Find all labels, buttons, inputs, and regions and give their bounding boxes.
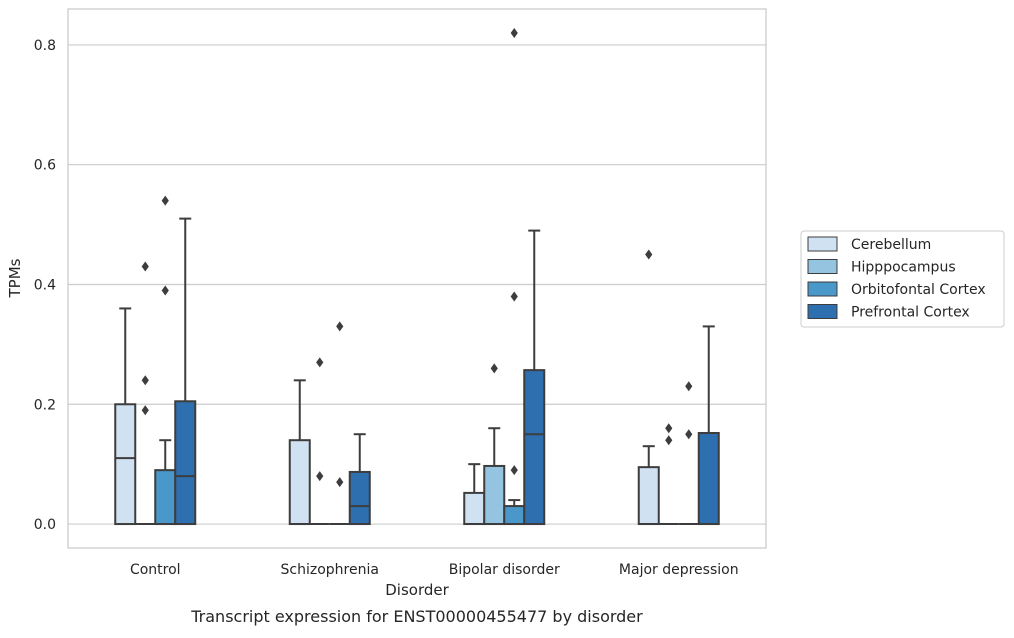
box-group	[329, 321, 350, 526]
legend-swatch	[807, 259, 838, 274]
legend-swatch	[807, 281, 838, 297]
y-tick-labels: 0.0 0.2 0.4 0.6 0.8	[34, 38, 56, 533]
box-group	[483, 363, 506, 526]
box	[637, 466, 660, 526]
outlier-point	[316, 471, 324, 482]
box-layer	[114, 27, 720, 526]
legend-label: Cerebellum	[851, 237, 931, 253]
box-group	[637, 249, 660, 526]
outlier-point	[685, 381, 693, 392]
x-tick-label: Bipolar disorder	[449, 562, 560, 578]
x-axis-label: Disorder	[385, 581, 449, 599]
box	[114, 403, 137, 526]
y-tick-label: 0.4	[34, 277, 56, 293]
y-axis-label: TPMs	[6, 258, 24, 298]
box	[697, 432, 720, 526]
y-tick-label: 0.8	[34, 38, 56, 54]
box-group	[503, 27, 526, 526]
outlier-point	[510, 27, 518, 38]
outlier-point	[490, 363, 498, 374]
box-group	[463, 463, 486, 526]
outlier-point	[161, 285, 169, 296]
plot-frame	[67, 8, 767, 549]
legend-frame	[800, 230, 1005, 328]
x-tick-label: Major depression	[619, 562, 739, 578]
outlier-point	[510, 465, 518, 476]
box-group	[658, 423, 679, 526]
y-tick-label: 0.6	[34, 158, 56, 174]
box-group	[154, 195, 177, 526]
legend-items: Cerebellum Hipppocampus Orbitofontal Corte…	[807, 236, 986, 321]
outlier-point	[141, 375, 149, 386]
box-group	[174, 217, 197, 526]
outlier-point	[161, 195, 169, 206]
box	[154, 469, 177, 526]
box-group	[309, 357, 330, 526]
outlier-point	[510, 291, 518, 302]
outlier-point	[336, 321, 344, 332]
y-tick-label: 0.0	[34, 517, 56, 533]
box	[348, 470, 371, 526]
outlier-point	[665, 423, 673, 434]
box	[483, 464, 506, 526]
legend-label: Prefrontal Cortex	[851, 305, 970, 321]
box-group	[114, 307, 137, 526]
legend-label: Orbitofontal Cortex	[851, 282, 986, 298]
outlier-point	[336, 477, 344, 488]
x-tick-label: Control	[130, 562, 181, 578]
box	[288, 439, 311, 526]
chart-caption: Transcript expression for ENST0000045547…	[190, 607, 643, 626]
outlier-point	[685, 429, 693, 440]
outlier-point	[316, 357, 324, 368]
y-tick-label: 0.2	[34, 397, 56, 413]
legend-label: Hipppocampus	[851, 260, 956, 276]
x-tick-label: Schizophrenia	[281, 562, 379, 578]
legend: Cerebellum Hipppocampus Orbitofontal Corte…	[800, 230, 1005, 328]
box	[503, 505, 526, 526]
outlier-point	[665, 435, 673, 446]
grid-lines	[68, 44, 766, 525]
x-tick-labels: Control Schizophrenia Bipolar disorder Majo…	[130, 562, 739, 578]
legend-swatch	[807, 236, 838, 252]
outlier-point	[645, 249, 653, 260]
box-group	[288, 379, 311, 526]
box-group	[678, 381, 699, 526]
box-group	[523, 229, 546, 526]
box-group	[697, 325, 720, 526]
box-group	[135, 261, 156, 526]
outlier-point	[141, 405, 149, 416]
legend-swatch	[807, 304, 838, 319]
box	[463, 491, 486, 526]
box	[174, 400, 197, 526]
box-group	[348, 433, 371, 526]
outlier-point	[141, 261, 149, 272]
box	[523, 369, 546, 526]
